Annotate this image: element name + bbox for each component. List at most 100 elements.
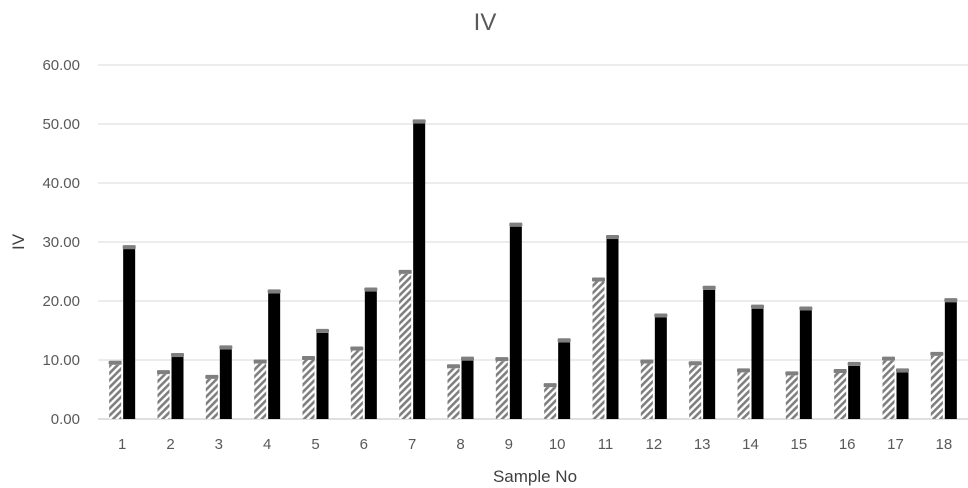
x-tick-label: 5: [311, 436, 319, 453]
x-tick-label: 1: [118, 436, 126, 453]
error-cap: [799, 306, 813, 311]
error-cap: [688, 361, 702, 366]
error-cap: [412, 119, 426, 124]
bar-series-1: [785, 375, 798, 419]
bar-series-1: [254, 363, 267, 419]
x-tick-label: 15: [790, 436, 807, 453]
x-tick-label: 11: [598, 436, 614, 453]
x-tick-label: 16: [839, 436, 856, 453]
error-cap: [316, 328, 329, 333]
y-tick-label: 30.00: [42, 234, 80, 251]
bar-series-1: [592, 281, 605, 419]
bar-series-2: [316, 332, 329, 419]
bar-series-2: [509, 226, 522, 419]
error-cap: [751, 304, 764, 309]
error-cap: [654, 313, 668, 318]
error-cap: [785, 371, 799, 376]
x-axis-title: Sample No: [493, 467, 577, 486]
x-tick-label: 13: [694, 436, 711, 453]
x-tick-label: 10: [549, 436, 566, 453]
error-cap: [882, 356, 895, 361]
error-cap: [640, 359, 654, 364]
bar-series-2: [896, 372, 909, 419]
y-tick-label: 40.00: [42, 175, 80, 192]
bar-series-1: [157, 374, 170, 419]
x-tick-label: 9: [505, 436, 513, 453]
bar-series-2: [944, 302, 957, 419]
error-cap: [364, 287, 378, 292]
bar-series-1: [737, 372, 750, 419]
bar-series-1: [447, 368, 460, 419]
y-tick-label: 20.00: [42, 293, 80, 310]
error-cap: [461, 356, 474, 361]
chart-title: IV: [474, 9, 497, 36]
bar-series-2: [558, 342, 571, 419]
error-cap: [447, 364, 460, 369]
bar-series-2: [751, 308, 764, 419]
error-cap: [847, 361, 861, 366]
bar-series-2: [171, 357, 184, 419]
y-tick-label: 10.00: [42, 352, 80, 369]
bar-series-1: [205, 378, 218, 419]
bar-series-2: [654, 317, 667, 419]
bar-series-1: [302, 360, 315, 419]
x-tick-label: 2: [166, 436, 174, 453]
error-cap: [495, 357, 509, 362]
bar-series-1: [640, 363, 653, 419]
error-cap: [108, 360, 122, 365]
y-tick-label: 0.00: [51, 411, 80, 428]
bar-series-2: [219, 349, 232, 419]
error-cap: [219, 345, 233, 350]
error-cap: [737, 368, 750, 373]
error-cap: [543, 383, 557, 388]
bar-series-2: [413, 123, 426, 419]
x-tick-label: 8: [456, 436, 464, 453]
error-cap: [122, 245, 136, 250]
bar-series-1: [399, 273, 412, 419]
y-axis-title: IV: [9, 233, 28, 250]
bar-series-2: [461, 360, 474, 419]
bar-series-1: [834, 372, 847, 419]
bar-series-2: [703, 289, 716, 419]
error-cap: [205, 374, 219, 379]
y-tick-label: 50.00: [42, 116, 80, 133]
error-cap: [350, 346, 364, 351]
bar-series-2: [606, 239, 619, 419]
bar-series-2: [268, 293, 281, 419]
error-cap: [833, 368, 847, 373]
error-cap: [606, 235, 619, 240]
error-cap: [702, 285, 716, 290]
error-cap: [171, 353, 184, 358]
y-axis-ticks: 0.00 10.00 20.00 30.00 40.00 50.00 60.00: [42, 57, 80, 428]
error-cap: [398, 269, 412, 274]
x-tick-label: 4: [263, 436, 271, 453]
error-cap: [930, 351, 944, 356]
x-tick-label: 14: [742, 436, 759, 453]
bar-series-1: [689, 365, 702, 419]
error-cap: [592, 277, 605, 282]
x-tick-label: 7: [408, 436, 416, 453]
bar-series-1: [350, 350, 363, 419]
bar-series-1: [495, 361, 508, 419]
bar-series-1: [882, 360, 895, 419]
error-cap: [302, 356, 315, 360]
bars: [108, 119, 958, 419]
x-tick-label: 3: [215, 436, 223, 453]
x-tick-label: 18: [935, 436, 952, 453]
y-tick-label: 60.00: [42, 57, 80, 74]
error-cap: [509, 222, 523, 227]
bar-series-2: [364, 291, 377, 419]
error-cap: [896, 368, 909, 373]
bar-series-2: [799, 310, 812, 419]
x-tick-label: 17: [887, 436, 904, 453]
bar-series-2: [123, 249, 136, 419]
error-cap: [944, 298, 958, 303]
bar-series-1: [109, 364, 122, 419]
x-axis-ticks: 1 2 3 4 5 6 7 8 9 10 11 12 13 14 15 16 17 18: [118, 436, 952, 453]
bar-series-1: [930, 355, 943, 419]
error-cap: [157, 370, 170, 375]
bar-series-2: [848, 365, 861, 419]
x-tick-label: 12: [645, 436, 662, 453]
gridlines: [98, 64, 968, 420]
